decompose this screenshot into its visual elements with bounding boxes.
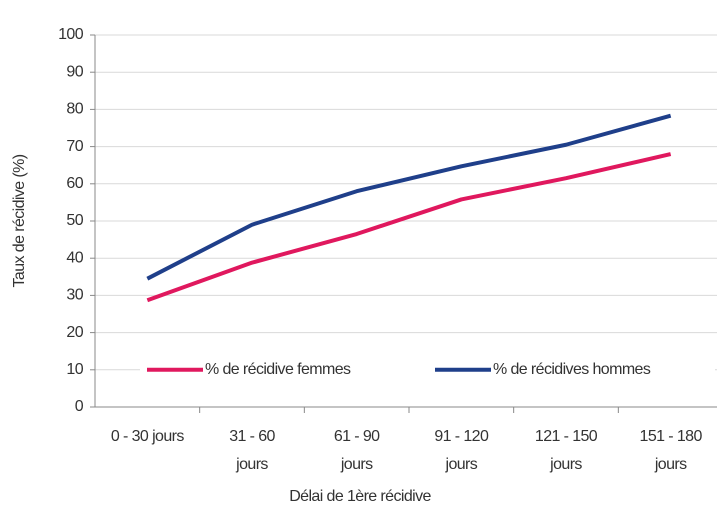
y-tick-label: 50 — [66, 212, 83, 229]
legend-label: % de récidive femmes — [205, 361, 351, 378]
x-tick-label: jours — [549, 456, 582, 473]
legend-label: % de récidives hommes — [493, 361, 651, 378]
y-tick-label: 90 — [66, 63, 83, 80]
y-tick-label: 60 — [66, 175, 83, 192]
y-tick-label: 40 — [66, 249, 83, 266]
y-axis-label: Taux de récidive (%) — [11, 154, 28, 287]
x-tick-label: 91 - 120 — [434, 428, 489, 445]
legend-background — [140, 355, 715, 384]
x-tick-label: jours — [654, 456, 687, 473]
x-tick-label: 151 - 180 — [640, 428, 703, 445]
x-axis-label: Délai de 1ère récidive — [289, 488, 431, 505]
y-tick-label: 70 — [66, 138, 83, 155]
y-tick-label: 0 — [75, 398, 84, 415]
x-tick-label: 121 - 150 — [535, 428, 598, 445]
x-tick-label: 31 - 60 — [229, 428, 275, 445]
y-tick-label: 30 — [66, 287, 83, 304]
x-tick-label: 0 - 30 jours — [111, 428, 184, 445]
x-tick-label: 61 - 90 — [334, 428, 380, 445]
y-tick-label: 20 — [66, 324, 83, 341]
x-tick-label: jours — [235, 456, 268, 473]
x-tick-label: jours — [340, 456, 373, 473]
x-tick-label: jours — [444, 456, 477, 473]
line-series — [146, 152, 672, 303]
y-tick-label: 100 — [58, 26, 84, 43]
y-tick-label: 10 — [66, 361, 83, 378]
line-series — [146, 113, 672, 281]
y-tick-label: 80 — [66, 101, 83, 118]
